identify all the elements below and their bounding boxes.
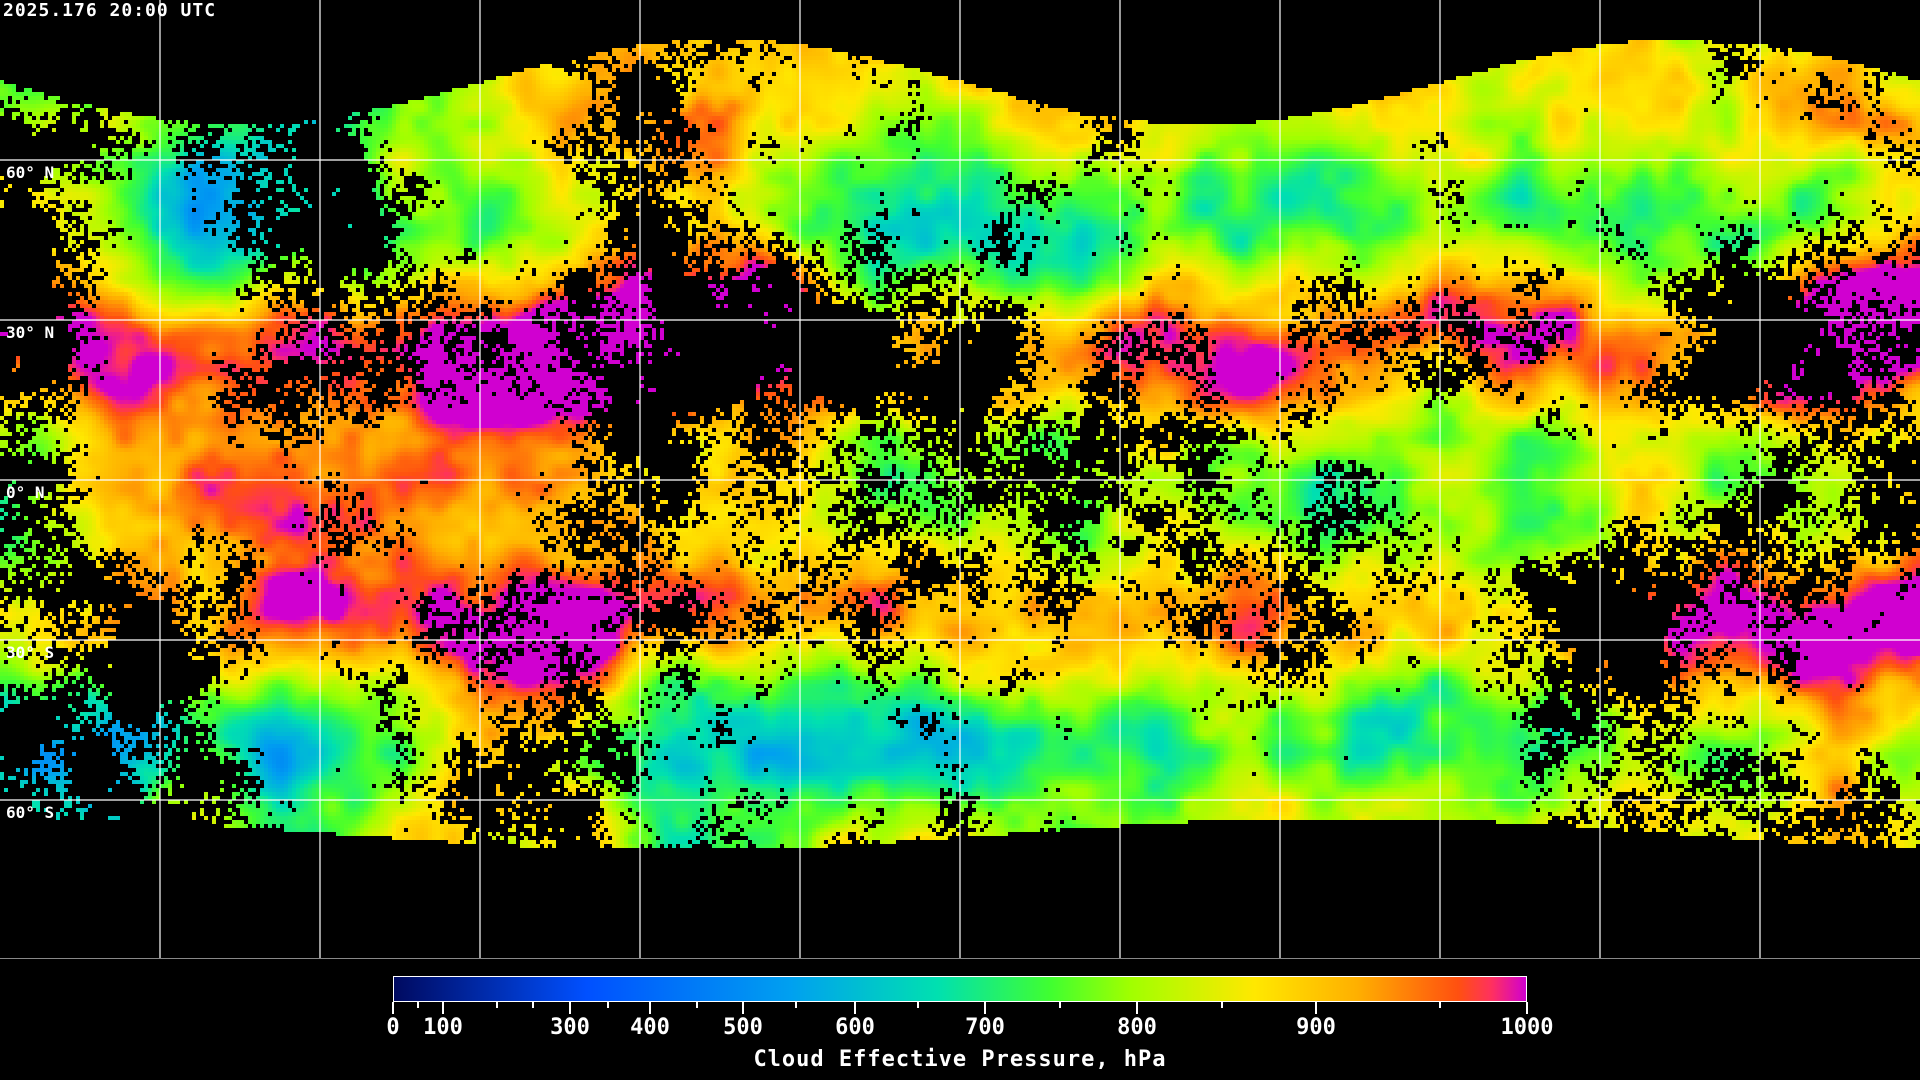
colorbar-minor-tick [496, 1002, 498, 1008]
colorbar-tick-label: 100 [423, 1015, 463, 1040]
colorbar-major-tick [392, 1002, 394, 1014]
colorbar-major-tick [742, 1002, 744, 1014]
colorbar-tick-label: 800 [1117, 1015, 1157, 1040]
colorbar-tick-label: 400 [630, 1015, 670, 1040]
colorbar-major-tick [1526, 1002, 1528, 1014]
colorbar-ticks: 0 100 300 400 500 600 700 800 900 1000 [0, 1002, 1920, 1062]
colorbar-minor-tick [1221, 1002, 1223, 1008]
lat-label-0n: 0° N [6, 483, 45, 502]
lat-label-30n: 30° N [6, 323, 55, 342]
colorbar-minor-tick [917, 1002, 919, 1008]
map-bottom-border [0, 958, 1920, 959]
colorbar-major-tick [649, 1002, 651, 1014]
colorbar-minor-tick [607, 1002, 609, 1008]
colorbar-major-tick [854, 1002, 856, 1014]
colorbar-minor-tick [1439, 1002, 1441, 1008]
colorbar-tick-label: 900 [1296, 1015, 1336, 1040]
colorbar-minor-tick [1059, 1002, 1061, 1008]
colorbar-major-tick [1136, 1002, 1138, 1014]
colorbar-tick-label: 500 [723, 1015, 763, 1040]
lat-label-30s: 30° S [6, 643, 55, 662]
colorbar-tick-label: 700 [965, 1015, 1005, 1040]
colorbar-major-tick [984, 1002, 986, 1014]
colorbar [393, 976, 1527, 1002]
colorbar-minor-tick [417, 1002, 419, 1008]
colorbar-tick-label: 600 [835, 1015, 875, 1040]
lat-label-60s: 60° S [6, 803, 55, 822]
colorbar-minor-tick [532, 1002, 534, 1008]
cloud-pressure-map [0, 0, 1920, 960]
colorbar-major-tick [569, 1002, 571, 1014]
lat-label-60n: 60° N [6, 163, 55, 182]
colorbar-title: Cloud Effective Pressure, hPa [753, 1047, 1167, 1072]
colorbar-tick-label: 300 [550, 1015, 590, 1040]
colorbar-minor-tick [795, 1002, 797, 1008]
lat-lon-grid [0, 0, 1920, 958]
colorbar-tick-label: 0 [386, 1015, 400, 1040]
colorbar-minor-tick [696, 1002, 698, 1008]
colorbar-major-tick [1315, 1002, 1317, 1014]
timestamp: 2025.176 20:00 UTC [3, 0, 217, 21]
colorbar-major-tick [442, 1002, 444, 1014]
colorbar-tick-label: 1000 [1500, 1015, 1554, 1040]
